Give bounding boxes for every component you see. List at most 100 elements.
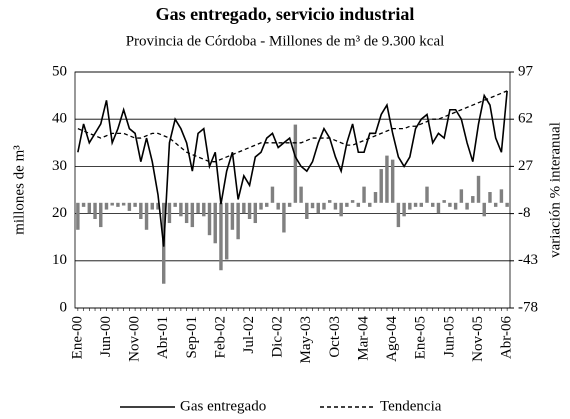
bar: [390, 159, 395, 203]
bar: [236, 202, 240, 240]
bar: [505, 202, 509, 207]
y2-tick-label: -78: [518, 299, 538, 315]
bar: [373, 192, 378, 203]
bar: [121, 202, 126, 206]
y-tick-label: 50: [52, 63, 67, 79]
x-tick-label: Oct-03: [327, 316, 343, 358]
bar: [219, 202, 223, 271]
x-tick-label: Nov-05: [470, 316, 486, 362]
bar: [282, 202, 286, 233]
bar: [436, 202, 441, 214]
bar: [305, 202, 309, 219]
bar: [499, 189, 504, 203]
bar: [419, 202, 423, 207]
y2-tick-label: -43: [518, 252, 538, 268]
x-tick-label: Ago-04: [384, 316, 400, 362]
bar: [133, 202, 137, 207]
bar: [362, 186, 366, 203]
bar: [350, 200, 355, 203]
x-tick-label: May-03: [298, 316, 314, 364]
bar: [224, 202, 229, 260]
bar: [99, 202, 103, 228]
bar: [139, 202, 143, 219]
bar: [339, 202, 343, 217]
y2-axis-label: variación % interanual: [547, 122, 563, 258]
bar: [173, 202, 177, 207]
bar: [402, 202, 406, 217]
x-tick-label: Mar-04: [355, 316, 371, 361]
bar: [150, 202, 154, 210]
x-tick-label: Nov-00: [127, 316, 143, 362]
bar: [471, 196, 475, 203]
bar: [431, 202, 435, 207]
bar: [333, 202, 338, 210]
y-tick-label: 30: [52, 158, 67, 174]
x-tick-label: Ene-05: [413, 316, 429, 359]
bar: [488, 192, 492, 203]
y2-tick-label: 27: [518, 158, 534, 174]
bar: [270, 186, 275, 203]
bar: [76, 202, 80, 230]
y2-tick-label: 62: [518, 111, 533, 127]
bar: [322, 202, 326, 210]
x-tick-label: Jun-00: [98, 316, 114, 357]
bar: [144, 202, 149, 230]
y2-tick-label: 97: [518, 63, 534, 79]
chart-subtitle: Provincia de Córdoba - Millones de m³ de…: [126, 33, 445, 49]
bar: [104, 202, 109, 210]
bar: [442, 200, 446, 203]
line: [77, 90, 508, 163]
bar: [253, 202, 258, 224]
bar: [116, 202, 120, 207]
bar: [196, 202, 200, 214]
legend-label: Gas entregado: [180, 398, 266, 414]
bar: [299, 186, 303, 203]
bar: [81, 202, 86, 207]
y-tick-label: 20: [52, 205, 67, 221]
bar: [127, 202, 132, 211]
bar: [310, 202, 315, 209]
bar: [167, 202, 172, 224]
bar: [93, 202, 97, 219]
bar: [476, 175, 481, 203]
bar: [453, 202, 458, 210]
x-tick-label: Jul-02: [241, 316, 257, 354]
bar: [413, 202, 418, 207]
x-tick-label: Feb-02: [212, 316, 228, 359]
bar: [448, 202, 452, 207]
bar: [293, 124, 298, 203]
bar: [425, 186, 429, 203]
bar: [482, 202, 486, 217]
bar: [190, 202, 195, 228]
chart-title: Gas entregado, servicio industrial: [156, 4, 415, 24]
bar: [202, 202, 206, 217]
bar: [356, 202, 361, 207]
y-tick-label: 0: [60, 299, 68, 315]
bar: [368, 202, 372, 207]
bar: [465, 202, 469, 210]
y-axis-label: millones de m³: [11, 145, 27, 235]
bar: [287, 202, 292, 207]
bar: [242, 202, 246, 214]
bar: [276, 202, 280, 210]
bar: [459, 189, 464, 203]
plot-frame: [74, 71, 511, 309]
bar: [265, 202, 269, 207]
bar: [184, 202, 189, 224]
y2-tick-label: -8: [518, 205, 531, 221]
bar: [493, 202, 498, 207]
bar: [213, 202, 217, 244]
legend-label: Tendencia: [380, 398, 442, 414]
x-tick-label: Jun-05: [441, 316, 457, 357]
x-tick-label: Ene-00: [69, 316, 85, 359]
x-tick-label: Abr-06: [499, 316, 515, 360]
bar: [179, 202, 183, 217]
bar: [396, 202, 401, 228]
bar: [327, 200, 332, 203]
x-tick-label: Dic-02: [270, 316, 286, 358]
x-tick-label: Abr-01: [155, 316, 171, 359]
bar: [110, 202, 114, 206]
bar: [156, 202, 160, 210]
